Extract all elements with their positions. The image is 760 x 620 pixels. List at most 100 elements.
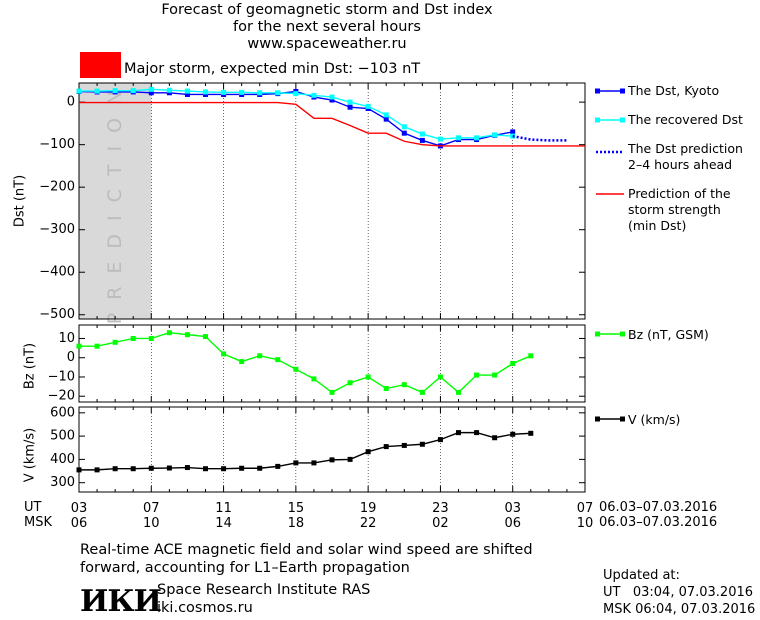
institute-website[interactable]: iki.cosmos.ru — [157, 600, 253, 616]
data-point — [166, 87, 172, 93]
data-point — [148, 335, 154, 341]
msk-tick-label: 06 — [504, 516, 521, 531]
legend-label-recovered-dst: The recovered Dst — [628, 112, 743, 127]
msk-axis-label: MSK — [24, 515, 52, 530]
data-point — [329, 389, 335, 395]
y-tick-label: 10 — [58, 331, 75, 346]
y-tick-label: 300 — [50, 475, 75, 490]
title-line: www.spaceweather.ru — [247, 36, 407, 52]
y-axis-label: Dst (nT) — [13, 175, 28, 227]
data-point — [76, 343, 82, 349]
data-point — [239, 359, 245, 365]
msk-tick-label: 10 — [577, 516, 594, 531]
data-point — [148, 90, 154, 96]
data-point — [293, 460, 299, 466]
data-point — [383, 386, 389, 392]
ut-tick-label: 07 — [143, 501, 160, 516]
data-point — [474, 430, 480, 436]
series-line — [79, 101, 585, 147]
prediction-region — [79, 83, 152, 319]
prediction-label: PREDICTION — [104, 78, 126, 325]
data-point — [456, 389, 461, 395]
legend-label-dst-kyoto: The Dst, Kyoto — [628, 83, 720, 98]
y-tick-label: −500 — [39, 307, 75, 322]
msk-tick-label: 14 — [215, 516, 232, 531]
legend-marker — [595, 416, 600, 422]
data-point — [148, 465, 154, 471]
data-point — [383, 112, 389, 118]
ut-tick-label: 03 — [504, 501, 521, 516]
legend-marker — [620, 331, 625, 337]
data-point — [329, 457, 335, 463]
data-point — [203, 334, 208, 340]
legend-label-v: V (km/s) — [628, 412, 681, 427]
data-point — [311, 460, 317, 466]
iki-logo: ИКИ — [80, 584, 162, 619]
data-point — [347, 99, 353, 105]
data-point — [401, 124, 407, 130]
data-point — [456, 135, 461, 141]
y-tick-label: 0 — [67, 95, 75, 110]
msk-date-range: 06.03–07.03.2016 — [599, 515, 718, 530]
ut-axis-label: UT — [24, 500, 42, 515]
data-point — [166, 465, 172, 471]
chart-title: Forecast of geomagnetic storm and Dst in… — [0, 2, 654, 53]
data-point — [528, 353, 534, 359]
data-point — [257, 465, 263, 471]
y-tick-label: −200 — [39, 180, 75, 195]
series-line — [512, 134, 567, 142]
data-point — [365, 103, 371, 109]
y-tick-label: 0 — [67, 350, 75, 365]
y-axis-label: Bz (nT) — [23, 343, 38, 389]
data-point — [130, 466, 136, 472]
data-point — [383, 116, 389, 122]
data-point — [203, 91, 208, 97]
data-point — [437, 374, 443, 380]
data-point — [347, 380, 353, 386]
data-point — [239, 465, 245, 471]
ut-tick-label: 23 — [432, 501, 449, 516]
data-point — [383, 444, 389, 450]
note-line: forward, accounting for L1–Earth propaga… — [80, 560, 410, 576]
data-point — [510, 431, 516, 437]
y-tick-label: −10 — [48, 369, 75, 384]
data-point — [311, 376, 317, 382]
y-tick-label: −400 — [39, 265, 75, 280]
data-point — [275, 357, 281, 363]
legend-marker — [620, 117, 625, 123]
data-point — [419, 137, 425, 143]
data-point — [311, 92, 317, 98]
data-point — [401, 442, 407, 448]
data-point — [329, 94, 335, 100]
data-point — [148, 86, 154, 92]
legend-marker — [620, 88, 625, 94]
data-point — [419, 441, 425, 447]
data-point — [474, 135, 480, 141]
data-point — [94, 343, 100, 349]
data-point — [329, 97, 335, 103]
data-point — [510, 361, 516, 366]
data-point — [474, 372, 480, 378]
legend-label-storm-strength: Prediction of the storm strength (min Ds… — [628, 186, 731, 233]
storm-level-indicator — [80, 52, 121, 78]
msk-tick-label: 22 — [360, 516, 377, 531]
msk-tick-label: 02 — [432, 516, 449, 531]
msk-tick-label: 06 — [71, 516, 88, 531]
data-point — [437, 437, 443, 443]
ut-tick-label: 03 — [71, 501, 88, 516]
y-tick-label: −300 — [39, 222, 75, 237]
ut-tick-label: 11 — [215, 501, 232, 516]
legend-label-dst-prediction: The Dst prediction 2–4 hours ahead — [628, 141, 743, 172]
title-line: for the next several hours — [233, 19, 421, 35]
data-point — [492, 372, 498, 378]
data-point — [347, 456, 353, 462]
data-point — [275, 90, 281, 96]
data-point — [94, 467, 100, 473]
ut-date-range: 06.03–07.03.2016 — [599, 500, 718, 515]
legend-marker — [595, 331, 600, 337]
ut-tick-label: 15 — [288, 501, 305, 516]
data-point — [510, 129, 516, 135]
data-point — [166, 330, 172, 336]
data-point — [456, 430, 461, 436]
